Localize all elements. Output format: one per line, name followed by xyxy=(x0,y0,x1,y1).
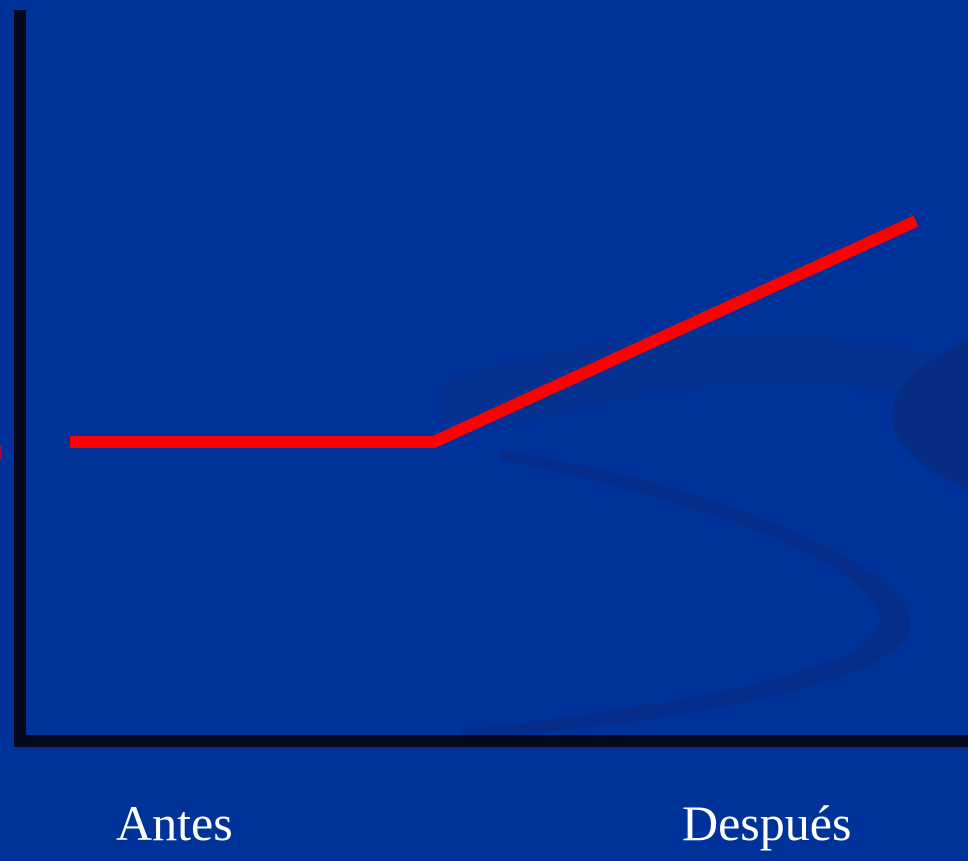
series-line-0 xyxy=(70,215,919,448)
left-edge-marker xyxy=(0,446,2,460)
background-swoosh xyxy=(440,335,968,740)
series-layer xyxy=(70,215,919,448)
x-tick-label-despues: Después xyxy=(682,795,852,851)
x-tick-label-antes: Antes xyxy=(116,795,233,851)
